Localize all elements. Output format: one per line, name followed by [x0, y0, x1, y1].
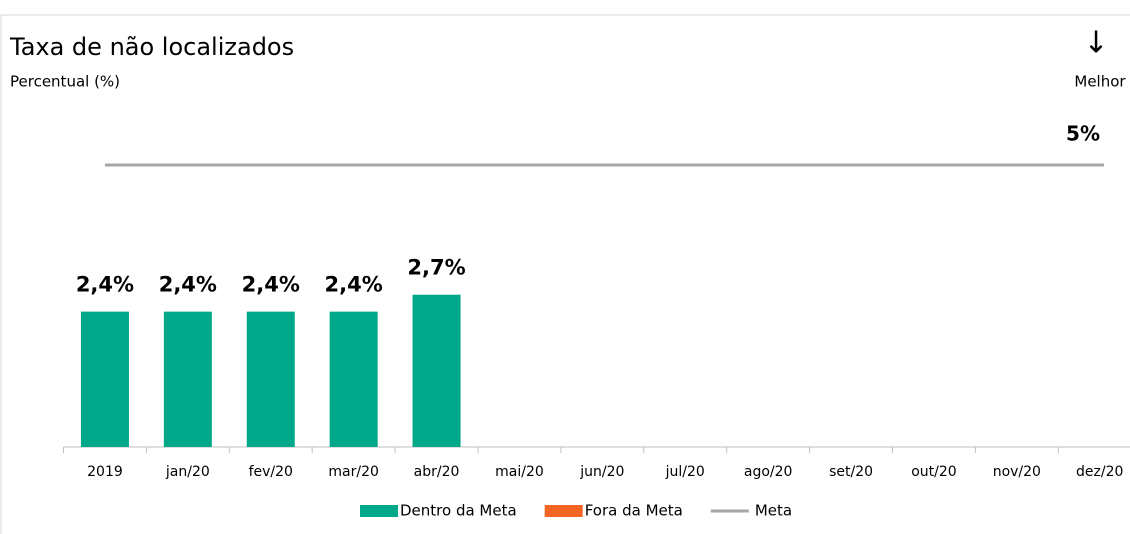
better-label: Melhor [1074, 73, 1126, 91]
better-arrow: ↓ [1083, 26, 1108, 61]
legend-swatch [360, 505, 398, 517]
bar [412, 294, 461, 447]
bar [329, 311, 378, 447]
x-tick-label: dez/20 [1076, 464, 1123, 480]
x-tick-label: out/20 [911, 464, 956, 480]
legend-swatch [544, 505, 583, 517]
legend-label: Dentro da Meta [400, 502, 517, 520]
data-label: 2,4% [159, 273, 217, 297]
data-label: 2,4% [325, 273, 383, 297]
x-tick-label: jan/20 [165, 464, 210, 480]
x-tick-label: ago/20 [744, 464, 793, 480]
x-tick-label: mar/20 [328, 464, 379, 480]
bar [246, 311, 295, 447]
x-tick-label: nov/20 [993, 464, 1041, 480]
data-label: 2,4% [76, 273, 134, 297]
data-label: 2,7% [407, 256, 465, 280]
x-tick-label: 2019 [87, 464, 123, 480]
bar [163, 311, 212, 447]
data-label: 2,4% [242, 273, 300, 297]
x-tick-label: jul/20 [665, 464, 705, 480]
x-tick-label: jun/20 [579, 464, 624, 480]
x-tick-label: set/20 [829, 464, 873, 480]
legend-label: Fora da Meta [585, 502, 683, 520]
x-tick-label: abr/20 [414, 464, 460, 480]
legend-label: Meta [755, 502, 792, 520]
chart-subtitle: Percentual (%) [10, 73, 120, 91]
chart-title: Taxa de não localizados [9, 33, 294, 61]
target-label: 5% [1066, 122, 1100, 146]
bar [80, 311, 129, 447]
x-tick-label: mai/20 [495, 464, 544, 480]
x-tick-label: fev/20 [249, 464, 293, 480]
